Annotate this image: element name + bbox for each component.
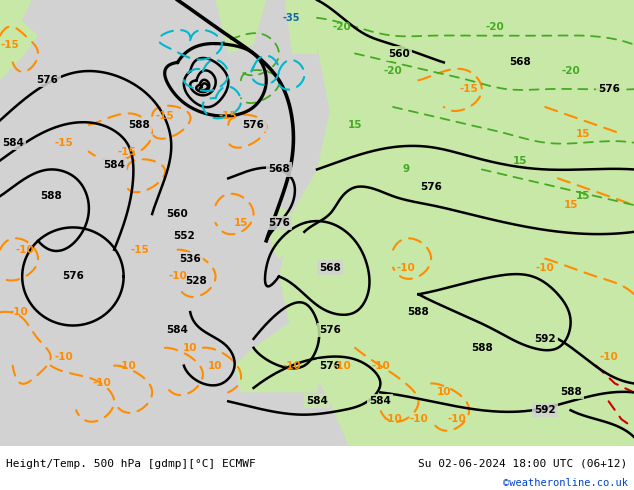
Text: 584: 584 — [167, 325, 188, 335]
Text: -20: -20 — [333, 22, 352, 32]
Text: 592: 592 — [534, 334, 556, 344]
Text: 15: 15 — [513, 155, 527, 166]
Polygon shape — [216, 0, 266, 53]
Text: 568: 568 — [268, 165, 290, 174]
Text: -10: -10 — [384, 414, 403, 424]
Text: 576: 576 — [319, 361, 340, 370]
Text: -10: -10 — [54, 352, 73, 362]
Text: 588: 588 — [40, 191, 61, 201]
Text: -15: -15 — [0, 40, 19, 49]
Polygon shape — [285, 0, 317, 53]
Text: 560: 560 — [389, 49, 410, 58]
Text: -15: -15 — [460, 84, 479, 94]
Text: -20: -20 — [384, 66, 403, 76]
Text: -15: -15 — [155, 111, 174, 121]
Polygon shape — [0, 0, 32, 67]
Text: 9: 9 — [402, 165, 410, 174]
Text: -10: -10 — [371, 361, 390, 370]
Text: 576: 576 — [420, 182, 442, 192]
Polygon shape — [235, 321, 330, 392]
Text: 576: 576 — [37, 75, 58, 85]
Text: -10: -10 — [92, 378, 111, 389]
Polygon shape — [0, 18, 38, 80]
Text: 10: 10 — [437, 388, 451, 397]
Text: 15: 15 — [348, 120, 362, 130]
Text: 10: 10 — [183, 343, 197, 353]
Text: 10: 10 — [209, 361, 223, 370]
Text: -10: -10 — [10, 307, 29, 317]
Text: -10: -10 — [599, 352, 618, 362]
Text: -10: -10 — [16, 245, 35, 255]
Text: -10: -10 — [282, 361, 301, 370]
Text: -15: -15 — [219, 111, 238, 121]
Text: 576: 576 — [319, 325, 340, 335]
Text: -10: -10 — [168, 271, 187, 281]
Text: 568: 568 — [319, 263, 340, 272]
Text: -20: -20 — [485, 22, 504, 32]
Text: 588: 588 — [471, 343, 493, 353]
Text: 592: 592 — [534, 405, 556, 415]
Polygon shape — [279, 0, 634, 446]
Text: 576: 576 — [598, 84, 619, 94]
Text: 568: 568 — [509, 57, 531, 68]
Text: -10: -10 — [409, 414, 428, 424]
Text: 560: 560 — [167, 209, 188, 219]
Text: 552: 552 — [173, 231, 195, 242]
Text: 588: 588 — [560, 388, 581, 397]
Text: -35: -35 — [283, 13, 301, 23]
Text: -20: -20 — [561, 66, 580, 76]
Text: 15: 15 — [564, 200, 578, 210]
Text: 536: 536 — [179, 254, 201, 264]
Text: 584: 584 — [103, 160, 125, 170]
Text: 584: 584 — [2, 138, 23, 147]
Text: Su 02-06-2024 18:00 UTC (06+12): Su 02-06-2024 18:00 UTC (06+12) — [418, 459, 628, 468]
Text: -15: -15 — [130, 245, 149, 255]
Text: Height/Temp. 500 hPa [gdmp][°C] ECMWF: Height/Temp. 500 hPa [gdmp][°C] ECMWF — [6, 459, 256, 468]
Text: 15: 15 — [234, 218, 248, 228]
Text: -10: -10 — [333, 361, 352, 370]
Text: -10: -10 — [536, 263, 555, 272]
Text: 588: 588 — [129, 120, 150, 130]
Text: ©weatheronline.co.uk: ©weatheronline.co.uk — [503, 478, 628, 489]
Text: -10: -10 — [447, 414, 466, 424]
Text: 15: 15 — [576, 129, 590, 139]
Text: -15: -15 — [54, 138, 73, 147]
Text: 15: 15 — [576, 191, 590, 201]
Text: 576: 576 — [62, 271, 84, 281]
Text: 584: 584 — [306, 396, 328, 406]
Text: 588: 588 — [408, 307, 429, 317]
Text: -15: -15 — [117, 147, 136, 157]
Text: -10: -10 — [396, 263, 415, 272]
Text: 576: 576 — [243, 120, 264, 130]
Text: 584: 584 — [370, 396, 391, 406]
Text: 576: 576 — [268, 218, 290, 228]
Polygon shape — [266, 205, 298, 259]
Text: 528: 528 — [186, 276, 207, 286]
Text: -10: -10 — [117, 361, 136, 370]
